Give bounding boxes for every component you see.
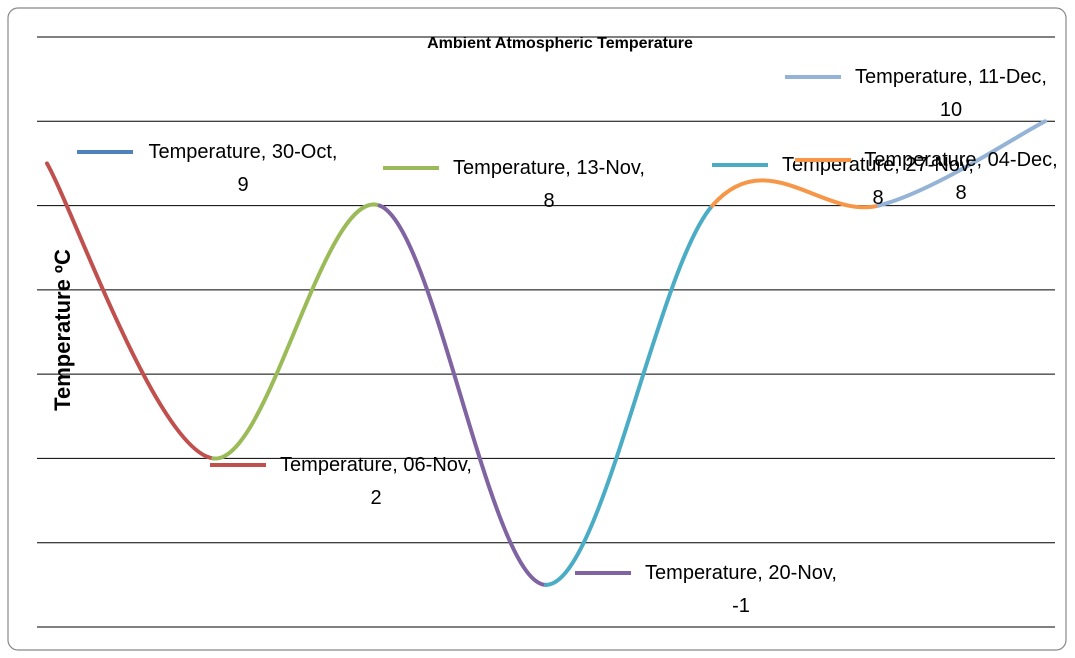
data-label: Temperature, 13-Nov, 8: [453, 157, 645, 212]
line-segment: [45, 161, 216, 461]
data-label: Temperature, 20-Nov, -1: [645, 562, 837, 617]
line-segment: [876, 119, 1047, 208]
chart-border: [7, 7, 1067, 651]
label-key: [383, 166, 439, 170]
label-key: [795, 158, 851, 162]
label-key: [210, 463, 266, 467]
line-segment: [544, 203, 715, 587]
data-label-group: Temperature, 20-Nov, -1: [575, 561, 841, 623]
chart-title: Ambient Atmospheric Temperature: [427, 35, 693, 52]
data-label: Temperature, 11-Dec, 10: [855, 66, 1047, 121]
data-label-group: Temperature, 13-Nov, 8: [383, 156, 649, 218]
line-segment: [710, 178, 881, 210]
data-label: Temperature, 04-Dec, 8: [864, 149, 1058, 204]
y-axis-title: Temperature ºC: [50, 249, 75, 411]
label-key: [712, 163, 768, 167]
label-key: [77, 150, 133, 154]
data-label-group: Temperature, 04-Dec, 8: [795, 148, 1061, 210]
label-key: [575, 571, 631, 575]
line-segment: [211, 202, 382, 461]
data-label: Temperature, 06-Nov, 2: [280, 454, 472, 509]
data-label-group: Temperature, 30-Oct, 9: [77, 140, 343, 202]
data-label-group: Temperature, 11-Dec, 10: [785, 65, 1051, 127]
data-label-group: Temperature, 06-Nov, 2: [210, 453, 476, 515]
label-key: [785, 75, 841, 79]
data-label: Temperature, 30-Oct, 9: [148, 141, 338, 196]
line-segment: [377, 203, 548, 587]
